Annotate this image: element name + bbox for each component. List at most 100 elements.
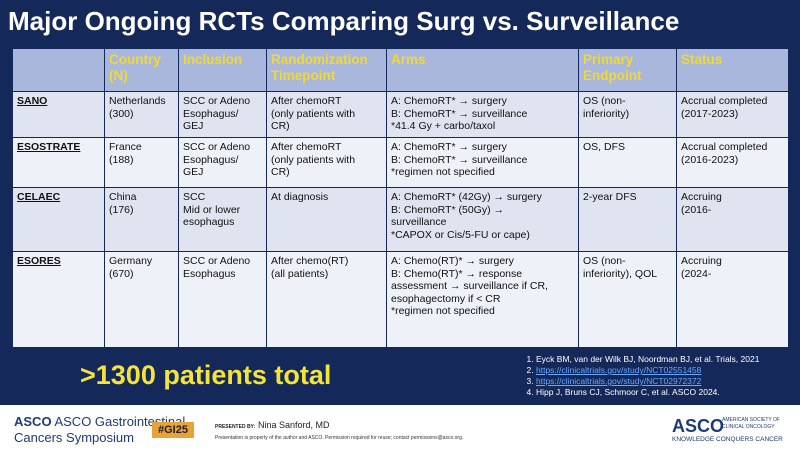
cell-line: B: ChemoRT* → surveillance — [391, 153, 528, 166]
presented-label: PRESENTED BY: — [215, 424, 256, 430]
cell-line: surveillance — [391, 216, 447, 228]
callout: >1300 patients total — [80, 360, 332, 390]
header-cell: Primary Endpoint — [578, 48, 677, 92]
table-cell: France (188) — [104, 137, 179, 188]
cell-line: Accrual completed — [681, 95, 768, 107]
hashtag: #GI25 — [152, 422, 194, 438]
trial-name: ESORES — [12, 251, 105, 348]
cell-line: Mid or lower — [183, 203, 241, 216]
table-cell: After chemoRT (only patients with CR) — [266, 137, 387, 188]
cell-line: SCC or Adeno — [183, 95, 251, 107]
table-cell: Germany (670) — [104, 251, 179, 348]
cell-line: (2016-2023) — [681, 153, 739, 166]
table-cell: A: Chemo(RT)* → surgery B: Chemo(RT)* → r… — [386, 251, 579, 348]
cell-line: (176) — [109, 203, 134, 216]
cell-line: *regimen not specified — [391, 305, 495, 317]
table-row: ESORES Germany (670) SCC or Adeno Esophagus A… — [12, 251, 789, 348]
text: ASCO — [14, 414, 52, 429]
trial-name: SANO — [12, 91, 105, 138]
reference: Hipp J, Bruns CJ, Schmoor C, et al. ASCO… — [536, 387, 759, 398]
reference-link[interactable]: https://clinicaltrials.gov/study/NCT0255… — [536, 365, 702, 375]
cell-line: Endpoint — [583, 68, 642, 83]
cell-line: B: ChemoRT* (50Gy) → — [391, 203, 505, 216]
reference: Eyck BM, van der Wilk BJ, Noordman BJ, e… — [536, 354, 759, 365]
reference-text: Eyck BM, van der Wilk BJ, Noordman BJ, e… — [536, 354, 760, 364]
cell-line: (all patients) — [271, 267, 329, 280]
cell-line: inferiority) — [583, 107, 630, 120]
cell-line: France — [109, 141, 142, 153]
table-cell: SCC or Adeno Esophagus — [178, 251, 267, 348]
table-cell: After chemoRT (only patients with CR) — [266, 91, 387, 138]
cell-line: *41.4 Gy + carbo/taxol — [391, 120, 496, 132]
cell-line: SCC or Adeno — [183, 255, 251, 267]
cell-line: Netherlands — [109, 95, 166, 107]
cell-line: CR) — [271, 120, 290, 132]
table-cell: SCC Mid or lower esophagus — [178, 187, 267, 252]
table-cell: 2-year DFS — [578, 187, 677, 252]
header-cell: Randomization Timepoint — [266, 48, 387, 92]
cell-line: SCC or Adeno — [183, 141, 251, 153]
cell-line: A: Chemo(RT)* → surgery — [391, 255, 514, 267]
cell-line: A: ChemoRT* → surgery — [391, 95, 507, 107]
org-logo: ASCO — [672, 416, 725, 436]
header-cell: Country (N) — [104, 48, 179, 92]
table-cell: A: ChemoRT* → surgery B: ChemoRT* → surve… — [386, 137, 579, 188]
cell-line: After chemoRT — [271, 95, 342, 107]
cell-line: (188) — [109, 153, 134, 166]
table-cell: SCC or Adeno Esophagus/GEJ — [178, 137, 267, 188]
cell-line: OS (non- — [583, 95, 626, 107]
cell-line: *CAPOX or Cis/5-FU or cape) — [391, 228, 530, 241]
header-cell — [12, 48, 105, 92]
cell-line: Randomization — [271, 52, 368, 67]
cell-line: OS, DFS — [583, 141, 626, 153]
table-cell: China (176) — [104, 187, 179, 252]
cell-line: Country — [109, 52, 161, 67]
table-row: SANO Netherlands (300) SCC or Adeno Esophagu… — [12, 91, 789, 138]
reference-link[interactable]: https://clinicaltrials.gov/study/NCT0297… — [536, 376, 702, 386]
table-cell: OS (non-inferiority), QOL — [578, 251, 677, 348]
cell-line: A: ChemoRT* → surgery — [391, 141, 507, 153]
cell-line: (2024- — [681, 267, 712, 280]
cell-line: SCC — [183, 191, 206, 203]
cell-line: At diagnosis — [271, 191, 329, 203]
cell-line: *regimen not specified — [391, 166, 495, 178]
tagline: KNOWLEDGE CONQUERS CANCER — [672, 436, 783, 443]
meeting-name: Cancers Symposium — [14, 430, 134, 445]
reference: https://clinicaltrials.gov/study/NCT0297… — [536, 376, 759, 387]
table-cell: Netherlands (300) — [104, 91, 179, 138]
cell-line: China — [109, 191, 137, 203]
cell-line: Esophagus — [183, 267, 236, 280]
cell-line: GEJ — [183, 120, 204, 132]
cell-line: Accruing — [681, 255, 722, 267]
header-cell: Arms — [386, 48, 579, 92]
trial-name: CELAEC — [12, 187, 105, 252]
cell-line: (N) — [109, 68, 128, 83]
notice: Presentation is property of the author a… — [215, 435, 464, 441]
header-row: Country (N) Inclusion Randomization Timepoin… — [12, 48, 789, 92]
cell-line: Accruing — [681, 191, 722, 203]
cell-line: esophagus — [183, 216, 235, 228]
reference: https://clinicaltrials.gov/study/NCT0255… — [536, 365, 759, 376]
header-cell: Status — [676, 48, 789, 92]
table-cell: After chemo(RT) (all patients) — [266, 251, 387, 348]
table-row: CELAEC China (176) SCC Mid or lower esophagus… — [12, 187, 789, 252]
cell-line: (2016- — [681, 203, 712, 216]
cell-line: CR) — [271, 166, 290, 178]
cell-line: GEJ — [183, 166, 204, 178]
table-cell: A: ChemoRT* → surgery B: ChemoRT* → surve… — [386, 91, 579, 138]
cell-line: After chemo(RT) — [271, 255, 349, 267]
table-cell: OS, DFS — [578, 137, 677, 188]
table-cell: OS (non-inferiority) — [578, 91, 677, 138]
references: Eyck BM, van der Wilk BJ, Noordman BJ, e… — [520, 354, 759, 398]
title: Major Ongoing RCTs Comparing Surg vs. Su… — [8, 6, 680, 36]
table-cell: SCC or Adeno Esophagus/GEJ — [178, 91, 267, 138]
cell-line: B: ChemoRT* → surveillance — [391, 107, 528, 120]
table-cell: Accrual completed (2016-2023) — [676, 137, 789, 188]
table-cell: Accruing (2024- — [676, 251, 789, 348]
cell-line: Timepoint — [271, 68, 336, 83]
cell-line: (only patients with — [271, 107, 356, 120]
cell-line: Arms — [391, 52, 426, 67]
org-full: CLINICAL ONCOLOGY — [722, 424, 775, 430]
cell-line: 2-year DFS — [583, 191, 637, 203]
